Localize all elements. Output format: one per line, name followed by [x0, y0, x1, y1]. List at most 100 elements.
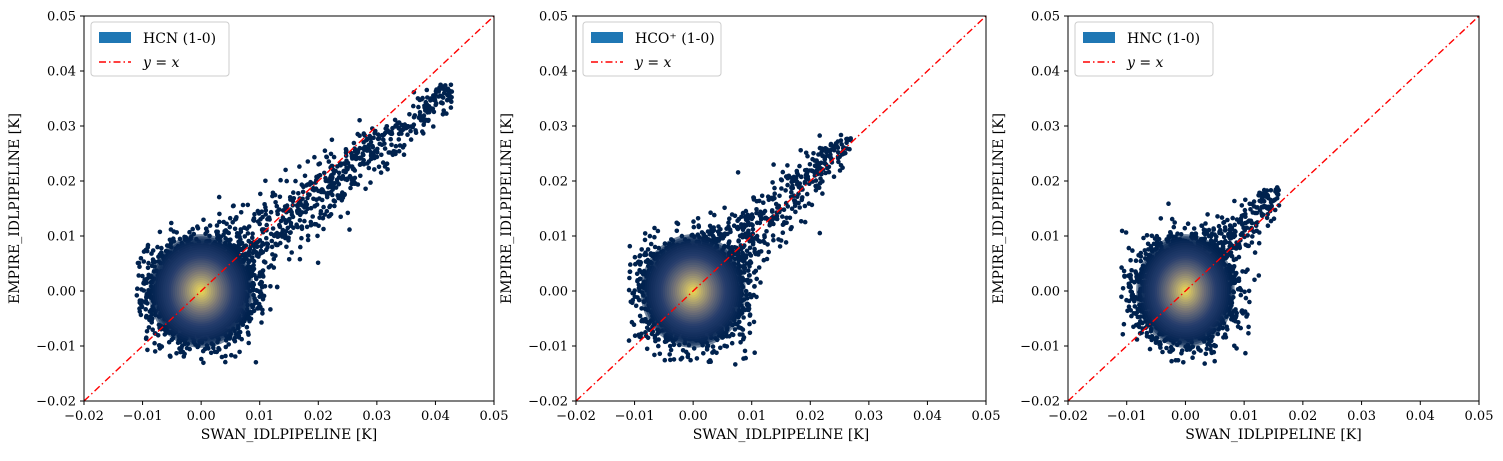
scatter-point [348, 186, 353, 191]
scatter-point [259, 244, 264, 249]
scatter-point [237, 350, 242, 355]
scatter-point [321, 227, 326, 232]
scatter-point [329, 212, 334, 217]
scatter-point [367, 166, 372, 171]
scatter-point [233, 354, 238, 359]
scatter-point [420, 96, 425, 101]
scatter-point [278, 178, 283, 183]
scatter-point [259, 292, 264, 297]
scatter-point [275, 243, 280, 248]
scatter-point [213, 350, 218, 355]
scatter-point [269, 210, 274, 215]
scatter-point [422, 113, 427, 118]
scatter-point [346, 211, 351, 216]
scatter-points [135, 83, 455, 366]
scatter-point [357, 133, 362, 138]
scatter-point [254, 244, 259, 249]
scatter-point [330, 138, 335, 143]
scatter-point [752, 284, 757, 289]
scatter-point [226, 342, 231, 347]
scatter-point [408, 129, 413, 134]
scatter-point [412, 122, 417, 127]
scatter-point [298, 245, 303, 250]
scatter-point [449, 105, 454, 110]
scatter-point [174, 230, 179, 235]
scatter-point [315, 175, 320, 180]
scatter-point [335, 193, 340, 198]
scatter-point [645, 347, 650, 352]
scatter-point [260, 215, 265, 220]
scatter-point [254, 360, 259, 365]
scatter-point [297, 164, 302, 169]
scatter-point [289, 250, 294, 255]
scatter-point [257, 211, 262, 216]
scatter-point [159, 246, 164, 251]
scatter-point [158, 230, 163, 235]
scatter-point [439, 100, 444, 105]
scatter-point [260, 311, 265, 316]
scatter-point [298, 257, 303, 262]
scatter-points [627, 133, 853, 367]
scatter-point [303, 174, 308, 179]
scatter-point [310, 214, 315, 219]
scatter-point [139, 256, 144, 261]
scatter-point [246, 203, 251, 208]
scatter-point [653, 336, 658, 341]
scatter-point [328, 176, 333, 181]
x-tick-label: 0.05 [480, 409, 509, 424]
scatter-point [365, 161, 370, 166]
scatter-point [449, 99, 454, 104]
scatter-point [348, 174, 353, 179]
scatter-point [649, 242, 654, 247]
scatter-point [431, 124, 436, 129]
scatter-point [288, 230, 293, 235]
scatter-point [300, 210, 305, 215]
scatter-point [239, 210, 244, 215]
scatter-point [140, 274, 145, 279]
scatter-point [201, 218, 206, 223]
y-tick-label: 0.01 [47, 230, 76, 245]
scatter-point [299, 236, 304, 241]
scatter-point [372, 167, 377, 172]
panel-2: −0.02−0.02−0.01−0.010.000.000.010.010.02… [499, 10, 1000, 444]
scatter-point [145, 329, 150, 334]
scatter-point [397, 149, 402, 154]
scatter-point [344, 147, 349, 152]
scatter-point [372, 131, 377, 136]
scatter-point [228, 216, 233, 221]
scatter-point [201, 349, 206, 354]
scatter-point [358, 174, 363, 179]
scatter-point [208, 223, 213, 228]
scatter-point [250, 231, 255, 236]
scatter-point [255, 288, 260, 293]
scatter-point [377, 165, 382, 170]
panel-1: −0.02−0.02−0.01−0.010.000.000.010.010.02… [7, 10, 508, 444]
scatter-point [279, 219, 284, 224]
scatter-point [228, 225, 233, 230]
scatter-point [383, 146, 388, 151]
scatter-point [142, 280, 147, 285]
scatter-point [629, 300, 634, 305]
scatter-point [262, 202, 267, 207]
scatter-point [287, 257, 292, 262]
scatter-point [422, 117, 427, 122]
scatter-point [437, 89, 442, 94]
scatter-point [675, 229, 680, 234]
scatter-point [329, 180, 334, 185]
scatter-point [261, 296, 266, 301]
scatter-point [405, 132, 410, 137]
scatter-point [258, 192, 263, 197]
scatter-point [300, 224, 305, 229]
scatter-point [316, 162, 321, 167]
scatter-point [138, 298, 143, 303]
scatter-point [224, 222, 229, 227]
scatter-point [363, 187, 368, 192]
x-axis-label: SWAN_IDLPIPELINE [K] [201, 427, 377, 443]
scatter-point [446, 87, 451, 92]
scatter-point [264, 236, 269, 241]
scatter-point [369, 153, 374, 158]
scatter-point [322, 212, 327, 217]
scatter-point [245, 325, 250, 330]
scatter-point [695, 356, 700, 361]
y-tick-label: 0.02 [47, 175, 76, 190]
